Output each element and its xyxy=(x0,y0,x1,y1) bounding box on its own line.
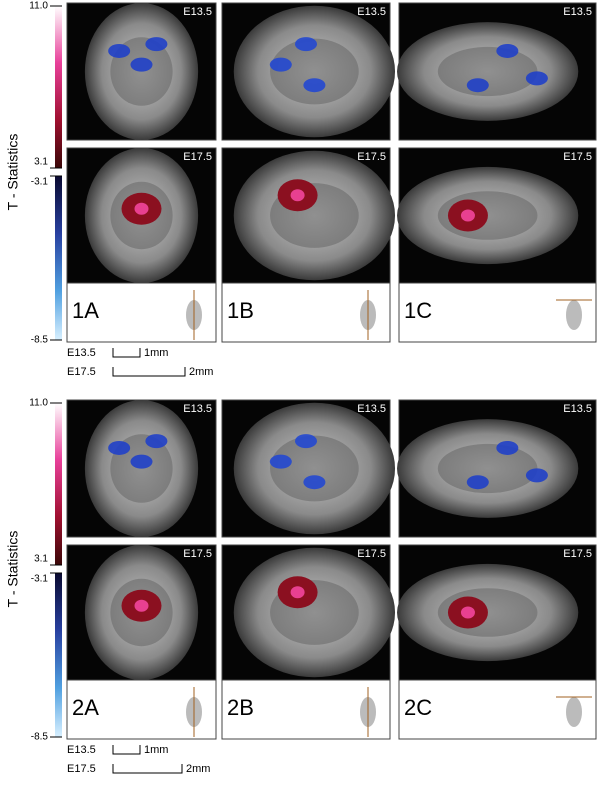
anatomy-inner xyxy=(270,435,359,502)
stage-label: E13.5 xyxy=(357,6,386,18)
colorbar-tick-label: -3.1 xyxy=(31,177,49,188)
stage-label: E17.5 xyxy=(563,548,592,560)
scale-stage: E13.5 xyxy=(67,744,96,756)
activation-blob xyxy=(303,475,326,490)
activation-blob xyxy=(134,202,149,215)
panel-label: 2C xyxy=(404,695,432,720)
activation-blob xyxy=(130,57,153,72)
activation-blob xyxy=(466,78,489,93)
panel-label: 1A xyxy=(72,298,99,323)
activation-blob xyxy=(290,586,305,599)
orientation-icon xyxy=(566,697,582,727)
activation-blob xyxy=(134,599,149,612)
stage-label: E17.5 xyxy=(563,151,592,163)
stage-label: E13.5 xyxy=(563,403,592,415)
colorbar-tick-label: 11.0 xyxy=(29,1,48,12)
scale-length: 1mm xyxy=(144,347,168,359)
scale-length: 1mm xyxy=(144,744,168,756)
colorbar-positive xyxy=(55,403,62,565)
label-strip xyxy=(398,282,597,343)
colorbar-negative xyxy=(55,573,62,737)
stage-label: E17.5 xyxy=(183,151,212,163)
stage-label: E17.5 xyxy=(183,548,212,560)
colorbar-positive xyxy=(55,6,62,168)
activation-blob xyxy=(108,440,131,455)
stage-label: E17.5 xyxy=(357,548,386,560)
colorbar-label: T - Statistics xyxy=(5,531,21,608)
scale-stage: E13.5 xyxy=(67,347,96,359)
activation-blob xyxy=(145,434,168,449)
scale-bar xyxy=(112,367,186,377)
colorbar-tick-label: 3.1 xyxy=(34,157,48,168)
scale-length: 2mm xyxy=(186,763,210,775)
activation-blob xyxy=(295,37,317,52)
panel-label: 2A xyxy=(72,695,99,720)
activation-blob xyxy=(525,468,548,483)
scale-bar xyxy=(112,745,141,755)
activation-blob xyxy=(130,454,153,469)
stage-label: E13.5 xyxy=(183,403,212,415)
scale-bar xyxy=(112,764,183,774)
activation-blob xyxy=(290,189,305,202)
colorbar-label: T - Statistics xyxy=(5,134,21,211)
scale-stage: E17.5 xyxy=(67,366,96,378)
activation-blob xyxy=(496,440,519,455)
colorbar-tick-label: -3.1 xyxy=(31,574,49,585)
colorbar-tick-label: 3.1 xyxy=(34,554,48,565)
activation-blob xyxy=(145,37,168,52)
activation-blob xyxy=(295,434,317,449)
panel-label: 1B xyxy=(227,298,254,323)
activation-blob xyxy=(466,475,489,490)
colorbar-tick-label: 11.0 xyxy=(29,398,48,409)
anatomy-inner xyxy=(437,443,538,494)
panel-label: 2B xyxy=(227,695,254,720)
stage-label: E13.5 xyxy=(563,6,592,18)
activation-blob xyxy=(269,57,292,72)
scale-length: 2mm xyxy=(189,366,213,378)
anatomy-inner xyxy=(437,46,538,97)
stage-label: E17.5 xyxy=(357,151,386,163)
activation-blob xyxy=(108,43,131,58)
scale-stage: E17.5 xyxy=(67,763,96,775)
colorbar-tick-label: -8.5 xyxy=(31,335,49,346)
colorbar-tick-label: -8.5 xyxy=(31,732,49,743)
stage-label: E13.5 xyxy=(357,403,386,415)
activation-blob xyxy=(460,209,475,222)
stage-label: E13.5 xyxy=(183,6,212,18)
colorbar-negative xyxy=(55,176,62,340)
activation-blob xyxy=(269,454,292,469)
activation-blob xyxy=(303,78,326,93)
activation-blob xyxy=(460,606,475,619)
panel-label: 1C xyxy=(404,298,432,323)
orientation-icon xyxy=(566,300,582,330)
activation-blob xyxy=(525,71,548,86)
anatomy-inner xyxy=(270,38,359,105)
scale-bar xyxy=(112,348,141,358)
label-strip xyxy=(398,679,597,740)
activation-blob xyxy=(496,43,519,58)
